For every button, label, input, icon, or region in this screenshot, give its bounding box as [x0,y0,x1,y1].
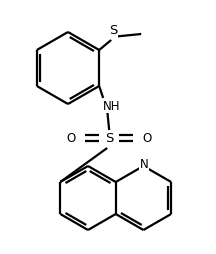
Text: NH: NH [102,100,120,113]
Text: O: O [143,132,152,145]
Text: N: N [140,158,149,171]
Text: S: S [105,132,113,145]
Text: O: O [67,132,76,145]
Text: S: S [109,24,117,38]
